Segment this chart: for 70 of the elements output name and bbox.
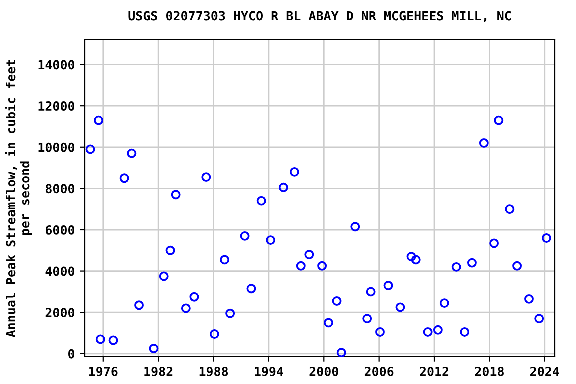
- point: [324, 318, 334, 328]
- y-tick-label: 8000: [46, 184, 75, 194]
- point: [512, 261, 522, 271]
- point: [423, 327, 433, 337]
- chart-title: USGS 02077303 HYCO R BL ABAY D NR MCGEHEES MILL, NC: [128, 11, 511, 22]
- point: [94, 116, 104, 126]
- point: [290, 167, 300, 177]
- point: [505, 204, 515, 214]
- point: [490, 238, 500, 248]
- point: [171, 190, 181, 200]
- x-tick-label: 1988: [200, 366, 228, 376]
- x-tick-label: 1994: [255, 367, 284, 376]
- point: [336, 348, 346, 357]
- point: [534, 314, 544, 324]
- point: [181, 304, 191, 314]
- point: [411, 255, 421, 265]
- point: [134, 300, 144, 310]
- x-tick-label: 2018: [475, 366, 504, 376]
- point: [166, 246, 176, 256]
- point: [479, 138, 489, 148]
- point: [210, 330, 220, 340]
- point: [542, 234, 552, 243]
- point: [524, 294, 534, 304]
- point: [226, 308, 236, 318]
- point: [440, 298, 450, 308]
- y-tick-label: 6000: [46, 225, 75, 235]
- point: [366, 287, 376, 297]
- x-tick-label: 1982: [144, 366, 173, 376]
- y-tick-label: 12000: [38, 102, 75, 112]
- point: [350, 222, 360, 232]
- y-axis-title: Annual Peak Streamflow, in cubic feet per second: [5, 60, 32, 338]
- point: [86, 144, 96, 154]
- point: [149, 344, 159, 354]
- point: [433, 325, 443, 335]
- point: [384, 281, 394, 290]
- point: [460, 327, 470, 337]
- point: [266, 236, 276, 246]
- x-tick-label: 2012: [420, 366, 449, 376]
- point: [406, 252, 416, 262]
- point: [376, 327, 385, 337]
- y-tick-label: 2000: [46, 308, 75, 318]
- x-tick-label: 2006: [364, 366, 394, 376]
- point: [304, 250, 314, 260]
- x-tick-label: 2000: [310, 366, 338, 376]
- y-tick-label: 0: [68, 349, 75, 359]
- point: [278, 182, 288, 192]
- point: [296, 261, 306, 271]
- y-tick-label: 4000: [46, 266, 75, 276]
- point: [159, 272, 169, 282]
- point: [190, 292, 200, 302]
- point: [108, 336, 118, 346]
- x-tick-label: 1976: [89, 366, 118, 376]
- point: [220, 255, 230, 265]
- point: [120, 174, 130, 184]
- point: [202, 172, 212, 182]
- x-tick-label: 2024: [530, 366, 560, 376]
- point: [240, 231, 250, 241]
- point: [467, 258, 477, 268]
- point: [246, 284, 256, 294]
- point: [362, 314, 372, 324]
- point: [332, 296, 342, 306]
- point: [256, 196, 266, 206]
- point: [396, 302, 406, 312]
- y-tick-label: 10000: [38, 142, 75, 152]
- y-tick-label: 14000: [38, 60, 75, 70]
- point: [452, 262, 462, 272]
- point: [494, 116, 504, 126]
- point: [318, 261, 328, 271]
- point: [127, 148, 137, 158]
- point: [96, 334, 106, 344]
